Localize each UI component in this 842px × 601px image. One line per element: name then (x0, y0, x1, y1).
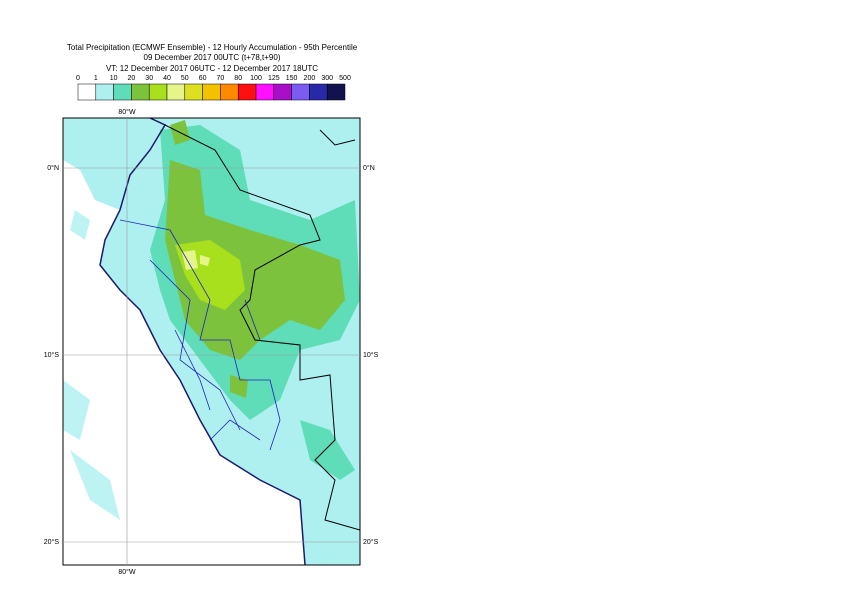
base-time: 09 December 2017 00UTC (t+78,t+90) (144, 53, 281, 62)
legend-label: 70 (217, 75, 225, 82)
map: 80°W 80°W 0°N 0°N 10°S 10°S 20°S 20°S (44, 108, 379, 576)
lat-label: 10°S (44, 351, 60, 359)
legend-swatch (273, 83, 292, 101)
graticule (63, 118, 360, 565)
map-frame (62, 117, 361, 566)
lon-label: 80°W (118, 568, 136, 576)
lon-label: 80°W (118, 108, 136, 116)
title: Total Precipitation (ECMWF Ensemble) - 1… (67, 43, 358, 52)
legend-label: 125 (268, 75, 280, 82)
legend-swatch (291, 83, 310, 101)
legend-label: 60 (199, 75, 207, 82)
lat-label: 10°S (363, 351, 379, 359)
country-borders (164, 124, 360, 531)
lat-label: 0°N (47, 164, 59, 172)
legend-label: 40 (163, 75, 171, 82)
legend-swatch (255, 83, 275, 101)
legend-label: 0 (76, 75, 80, 82)
legend-label: 500 (339, 75, 351, 82)
lat-labels: 0°N 0°N 10°S 10°S 20°S 20°S (44, 164, 379, 546)
legend-swatch (326, 83, 346, 101)
legend-swatch (95, 83, 114, 101)
legend-label: 300 (321, 75, 333, 82)
legend-label: 30 (145, 75, 153, 82)
precip-heavy (165, 160, 345, 360)
valid-time: VT: 12 December 2017 06UTC - 12 December… (106, 64, 318, 73)
legend-label: 10 (110, 75, 118, 82)
lat-label: 20°S (363, 538, 379, 546)
lat-label: 20°S (44, 538, 60, 546)
legend-swatch (237, 83, 257, 101)
legend-label: 100 (250, 75, 262, 82)
legend-label: 50 (181, 75, 189, 82)
lat-label: 0°N (363, 164, 375, 172)
legend-swatch (166, 83, 186, 101)
legend-label: 80 (234, 75, 242, 82)
legend-swatch (184, 83, 203, 101)
legend-label: 150 (286, 75, 298, 82)
legend-swatch (113, 83, 132, 101)
coastline (99, 118, 306, 565)
legend-swatch (77, 83, 97, 101)
legend-label: 200 (304, 75, 316, 82)
legend: 0 1 10 20 30 40 50 60 70 80 100 125 150 200 300 500 (76, 75, 351, 101)
legend-swatch (220, 83, 239, 101)
legend-swatch (148, 83, 168, 101)
legend-swatch (309, 83, 328, 101)
legend-label: 1 (94, 75, 98, 82)
precip-peak (182, 250, 210, 270)
legend-label: 20 (128, 75, 136, 82)
legend-swatch (131, 83, 150, 101)
legend-swatch (202, 83, 221, 101)
region-borders (119, 219, 281, 451)
precip-moderate-south (300, 420, 355, 480)
